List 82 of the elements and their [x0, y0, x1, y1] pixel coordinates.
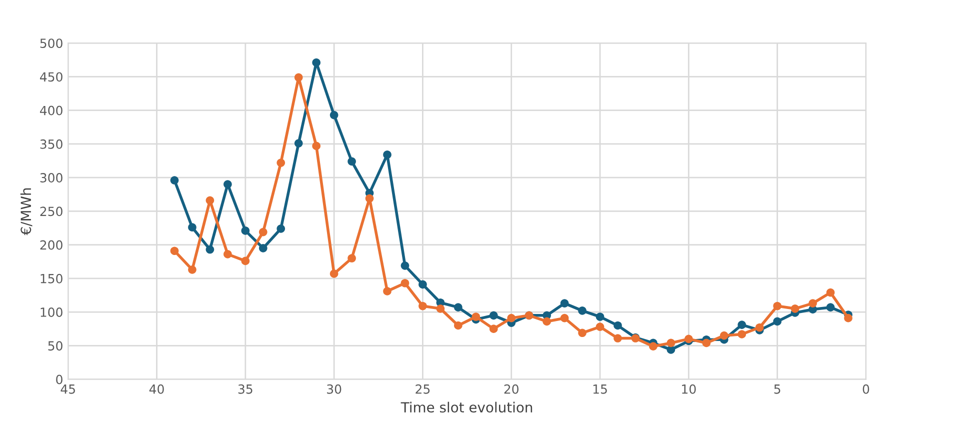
point [206, 196, 214, 205]
point [560, 314, 569, 322]
point [826, 288, 835, 297]
point [738, 330, 746, 338]
y-tick-label: 350 [40, 139, 62, 149]
point [489, 311, 498, 320]
point [666, 338, 676, 348]
point [400, 261, 410, 270]
y-tick-label: 500 [40, 38, 62, 48]
y-tick-label: 250 [40, 206, 62, 216]
point [383, 150, 392, 159]
y-tick-label: 300 [40, 173, 62, 182]
point [241, 226, 250, 235]
x-tick-label: 30 [327, 384, 342, 394]
x-tick-label: 35 [238, 384, 252, 394]
point [738, 320, 746, 329]
point [808, 299, 817, 308]
point [596, 312, 604, 321]
y-tick-label: 150 [40, 274, 62, 284]
y-tick-label: 50 [48, 341, 62, 351]
point [472, 312, 480, 321]
x-tick-label: 5 [774, 384, 780, 394]
x-tick-label: 45 [60, 384, 75, 394]
point [348, 254, 356, 262]
point [755, 323, 764, 332]
point [224, 180, 232, 188]
point [276, 224, 286, 233]
y-tick-label: 450 [40, 72, 62, 82]
point [454, 303, 462, 312]
point [294, 139, 303, 148]
x-axis-title: Time slot evolution [400, 402, 532, 413]
point [826, 303, 835, 312]
point [258, 228, 268, 236]
point [224, 250, 232, 258]
point [170, 246, 179, 256]
point [348, 157, 356, 166]
point [188, 223, 196, 232]
point [702, 338, 711, 348]
point [330, 270, 338, 278]
point [400, 278, 410, 288]
point [294, 73, 303, 82]
point [258, 244, 268, 252]
point [578, 328, 586, 338]
point [507, 314, 516, 322]
point [206, 245, 214, 254]
point [489, 324, 498, 334]
point [720, 331, 728, 340]
point [560, 299, 569, 308]
point [773, 302, 782, 310]
point [454, 321, 462, 330]
point [383, 287, 392, 296]
y-tick-label: 100 [40, 308, 62, 317]
point [614, 321, 622, 330]
point [790, 304, 800, 313]
point [330, 110, 338, 120]
x-tick-label: 25 [416, 384, 430, 394]
point [418, 280, 427, 289]
x-tick-label: 40 [149, 384, 164, 394]
point [276, 158, 286, 167]
y-tick-label: 0 [56, 374, 62, 384]
point [596, 322, 604, 332]
point [614, 334, 622, 342]
y-axis-title: €/MWh [20, 188, 32, 236]
point [542, 317, 551, 326]
point [365, 194, 374, 203]
point [649, 342, 658, 350]
point [312, 142, 320, 150]
point [773, 317, 782, 326]
y-tick-label: 200 [40, 240, 62, 250]
point [418, 302, 427, 310]
y-tick-label: 400 [40, 106, 62, 116]
point [578, 306, 586, 315]
point [436, 304, 445, 313]
x-tick-label: 20 [504, 384, 518, 394]
point [170, 176, 179, 184]
x-tick-label: 10 [682, 384, 696, 394]
point [241, 256, 250, 266]
point [188, 266, 196, 274]
x-tick-label: 0 [862, 384, 870, 394]
point [312, 58, 320, 67]
point [844, 314, 852, 322]
x-tick-label: 15 [593, 384, 607, 394]
